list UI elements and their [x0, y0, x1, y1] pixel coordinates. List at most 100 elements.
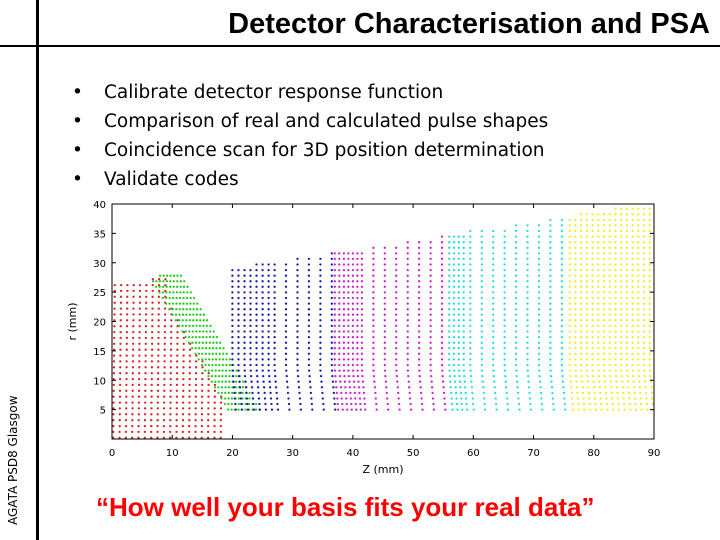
scatter-point — [568, 296, 571, 300]
scatter-point — [469, 235, 472, 238]
scatter-point — [386, 402, 389, 406]
scatter-point — [151, 278, 154, 281]
scatter-point — [452, 285, 456, 288]
scatter-point — [537, 335, 541, 339]
scatter-point — [570, 386, 573, 389]
scatter-point — [353, 386, 356, 389]
scatter-point — [648, 207, 651, 210]
scatter-point — [231, 391, 234, 395]
scatter-point — [209, 324, 212, 328]
scatter-point — [440, 274, 444, 277]
scatter-point — [514, 291, 518, 294]
scatter-point — [452, 319, 456, 322]
scatter-point — [480, 235, 483, 238]
scatter-point — [165, 291, 168, 294]
scatter-point — [261, 280, 264, 283]
scatter-point — [347, 302, 350, 305]
scatter-point — [483, 408, 487, 411]
scatter-point — [634, 402, 637, 406]
scatter-point — [406, 285, 409, 288]
scatter-point — [214, 358, 218, 361]
scatter-point — [186, 285, 189, 288]
scatter-point — [539, 386, 542, 389]
scatter-point — [267, 285, 270, 288]
scatter-point — [319, 363, 322, 367]
scatter-point — [579, 235, 583, 238]
scatter-point — [264, 402, 267, 406]
scatter-point — [227, 397, 230, 400]
scatter-point — [237, 347, 240, 350]
scatter-point — [237, 313, 240, 316]
scatter-point — [342, 274, 346, 277]
scatter-point — [469, 369, 472, 372]
scatter-point — [620, 369, 623, 372]
scatter-point — [356, 257, 359, 261]
scatter-point — [182, 342, 185, 345]
scatter-point — [579, 341, 583, 344]
scatter-point — [150, 424, 153, 428]
scatter-point — [614, 374, 618, 378]
scatter-point — [156, 383, 160, 387]
scatter-point — [119, 330, 122, 334]
scatter-point — [448, 263, 451, 266]
scatter-point — [356, 280, 359, 283]
scatter-point — [150, 395, 153, 398]
scatter-point — [440, 319, 444, 322]
scatter-point — [211, 347, 215, 350]
scatter-point — [602, 268, 606, 272]
scatter-point — [579, 319, 583, 322]
scatter-point — [569, 380, 572, 383]
scatter-point — [213, 430, 216, 434]
bullet-text: Coincidence scan for 3D position determi… — [104, 140, 545, 161]
scatter-point — [614, 213, 617, 216]
scatter-point — [549, 268, 552, 272]
scatter-point — [549, 308, 552, 311]
scatter-point — [637, 252, 640, 255]
scatter-point — [631, 213, 634, 216]
scatter-point — [319, 291, 322, 294]
scatter-point — [322, 408, 325, 411]
scatter-point — [319, 335, 322, 339]
scatter-point — [240, 402, 243, 406]
scatter-point — [480, 285, 483, 288]
scatter-point — [319, 374, 323, 378]
scatter-point — [602, 274, 606, 277]
scatter-point — [602, 252, 606, 255]
scatter-point — [642, 335, 646, 339]
scatter-point — [342, 291, 346, 294]
scatter-point — [625, 224, 629, 227]
scatter-point — [648, 224, 651, 227]
scatter-point — [143, 419, 147, 422]
scatter-point — [602, 241, 606, 244]
scatter-point — [205, 341, 208, 344]
scatter-point — [175, 413, 178, 416]
scatter-point — [238, 386, 242, 389]
scatter-point — [191, 341, 194, 344]
scatter-point — [237, 296, 240, 300]
scatter-point — [284, 274, 288, 277]
scatter-point — [231, 330, 234, 333]
scatter-point — [464, 391, 467, 395]
scatter-point — [469, 324, 472, 328]
scatter-point — [231, 324, 234, 328]
scatter-point — [267, 263, 270, 266]
scatter-point — [591, 218, 594, 222]
scatter-point — [608, 296, 611, 300]
scatter-point — [284, 347, 288, 350]
scatter-point — [169, 419, 172, 422]
scatter-point — [406, 257, 409, 261]
scatter-point — [633, 391, 636, 395]
scatter-point — [150, 401, 153, 404]
scatter-point — [469, 308, 472, 311]
scatter-point — [616, 397, 620, 400]
scatter-point — [319, 341, 322, 344]
scatter-point — [194, 413, 197, 416]
scatter-point — [255, 347, 258, 350]
scatter-point — [200, 401, 204, 404]
scatter-point — [526, 274, 529, 277]
scatter-point — [169, 401, 172, 404]
scatter-point — [221, 358, 225, 361]
scatter-point — [181, 413, 185, 416]
scatter-point — [158, 285, 161, 288]
